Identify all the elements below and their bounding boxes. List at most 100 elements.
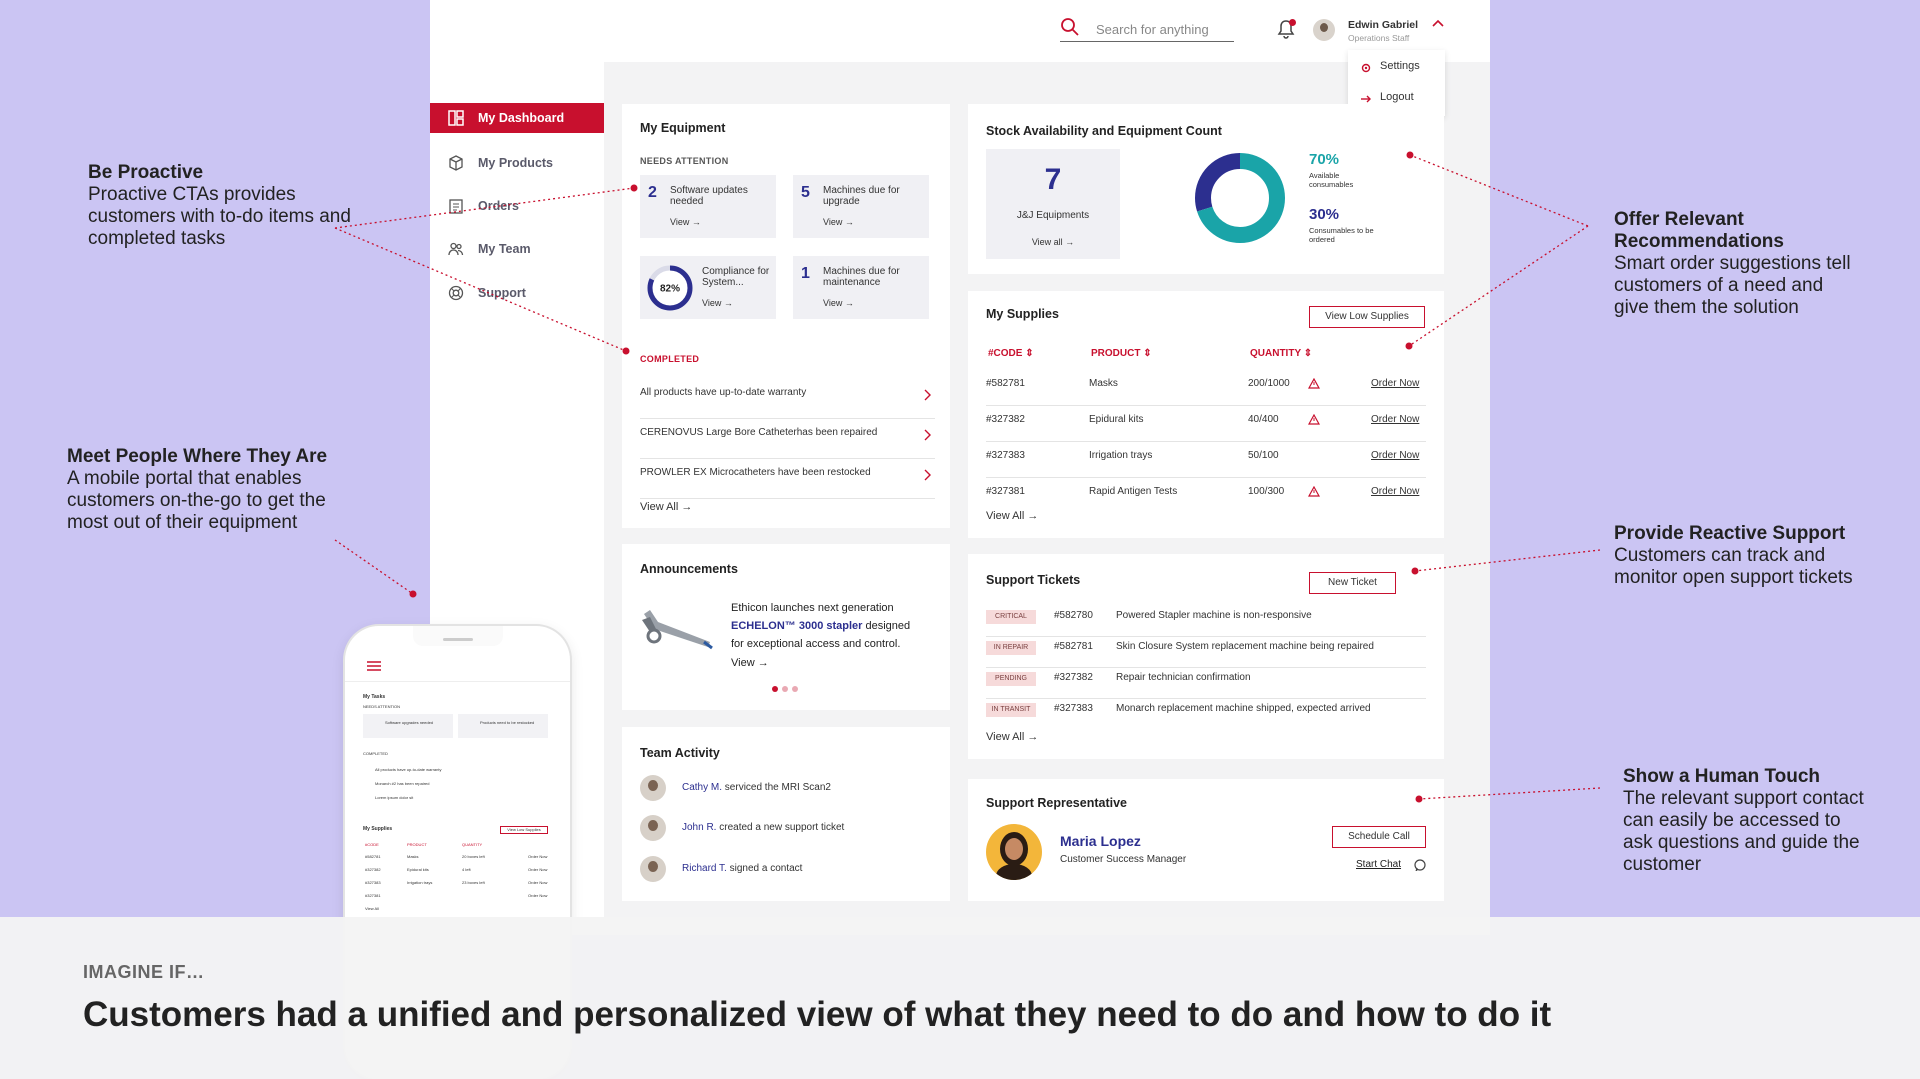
status-badge: IN TRANSIT [986,703,1036,717]
view-link[interactable]: View → [823,298,854,308]
mobile-view-low-supplies-button[interactable]: View Low Supplies [500,826,548,834]
carousel-dots[interactable] [772,686,802,693]
search-input[interactable]: Search for anything [1060,16,1234,42]
task-tile[interactable]: 1 Machines due for maintenance View → [793,256,929,319]
search-placeholder: Search for anything [1096,22,1209,37]
new-ticket-button[interactable]: New Ticket [1309,572,1396,594]
view-all-link[interactable]: View All → [986,510,1039,522]
chevron-up-icon[interactable] [1432,19,1444,27]
view-link[interactable]: View → [731,657,769,669]
task-tile[interactable]: 2 Software updates needed View → [640,175,776,238]
available-percent: 70% [1309,151,1340,168]
search-icon [1061,18,1079,36]
view-all-link[interactable]: View All → [986,731,1039,743]
mobile-task-tile[interactable]: Software upgrades needed [363,714,453,738]
mobile-section-label: NEEDS ATTENTION [363,704,401,709]
note-body: Smart order suggestions tell customers o… [1614,253,1851,318]
sort-quantity-header[interactable]: QUANTITY ⇕ [1250,348,1313,359]
stapler-image [642,610,713,650]
sort-product-header[interactable]: PRODUCT ⇕ [1091,348,1152,359]
table-row: #582781 Masks 200/1000 Order Now [986,370,1426,406]
mobile-task-tile[interactable]: Products need to be restocked [458,714,548,738]
sidebar-item-label: My Dashboard [478,111,565,125]
box-icon [449,155,463,171]
mobile-order-now[interactable]: Order Now [528,893,548,898]
team-icon [448,242,464,256]
rep-role: Customer Success Manager [1060,854,1187,865]
mobile-completed-item[interactable]: Monarch #2 has been repaired [375,781,430,786]
ticket-row[interactable]: PENDING #327382 Repair technician confirma… [986,668,1426,699]
user-role: Operations Staff [1348,33,1410,43]
bell-icon[interactable] [1277,19,1296,39]
equipment-count-label: J&J Equipments [1016,210,1090,221]
compliance-tile[interactable]: 82% Compliance for System... View → [640,256,776,319]
sidebar-item-dashboard[interactable]: My Dashboard [430,103,604,133]
completed-item[interactable]: PROWLER EX Microcatheters have been rest… [640,459,935,499]
mobile-tasks-title: My Tasks [363,694,386,700]
task-text: Machines due for upgrade [823,185,900,207]
note-mobile: Meet People Where They Are A mobile porta… [67,446,357,534]
product-link: ECHELON™ 3000 stapler [731,620,863,632]
equipment-count: 7 [1044,163,1062,196]
note-title: Show a Human Touch [1623,766,1821,787]
order-now-link[interactable]: Order Now [1371,414,1420,425]
view-link[interactable]: View → [702,298,733,308]
view-all-link[interactable]: View All → [640,501,693,513]
completed-item[interactable]: All products have up-to-date warranty [640,379,935,419]
chat-icon[interactable] [1414,859,1426,871]
avatar[interactable] [1313,19,1335,41]
view-all-link[interactable]: View all → [1031,237,1075,247]
order-now-link[interactable]: Order Now [1371,486,1420,497]
sidebar-item-team[interactable]: My Team [430,234,604,264]
mobile-completed-item[interactable]: All products have up-to-date warranty [375,767,442,772]
warning-icon [1308,378,1320,389]
order-now-link[interactable]: Order Now [1371,378,1420,389]
logout-label: Logout [1380,91,1414,103]
status-badge: CRITICAL [986,610,1036,624]
view-link[interactable]: View → [823,217,854,227]
announcements-card: Announcements Ethicon launches next gene… [622,544,950,710]
avatar [640,775,666,801]
note-proactive: Be Proactive Proactive CTAs provides cust… [88,162,358,250]
sidebar-item-orders[interactable]: Orders [430,191,604,221]
support-tickets-card: Support Tickets New Ticket CRITICAL #5827… [968,554,1444,759]
ticket-row[interactable]: CRITICAL #582780 Powered Stapler machine i… [986,606,1426,637]
chevron-right-icon [924,469,931,481]
mobile-view-all[interactable]: View All [365,906,379,911]
hamburger-icon[interactable] [367,661,381,671]
start-chat-link[interactable]: Start Chat [1356,859,1402,870]
sidebar-item-support[interactable]: Support [430,278,604,308]
order-now-link[interactable]: Order Now [1371,450,1420,461]
view-low-supplies-button[interactable]: View Low Supplies [1309,306,1425,328]
task-tile[interactable]: 5 Machines due for upgrade View → [793,175,929,238]
compliance-ring: 82% [647,265,693,311]
sidebar-item-label: Orders [478,199,519,213]
view-link[interactable]: View → [670,217,701,227]
mobile-order-now[interactable]: Order Now [528,867,548,872]
stock-donut [1195,153,1285,243]
gear-icon [1361,63,1371,73]
card-title: My Supplies [986,307,1059,321]
schedule-call-button[interactable]: Schedule Call [1332,826,1426,848]
table-row: #327381 Rapid Antigen Tests 100/300 Order … [986,486,1420,497]
mobile-order-now[interactable]: Order Now [528,854,548,859]
mobile-order-now[interactable]: Order Now [528,880,548,885]
mobile-completed-item[interactable]: Lorem ipsum dolor sit [375,795,414,800]
task-text: Software updates needed [670,185,748,207]
sidebar-item-products[interactable]: My Products [430,148,604,178]
sort-code-header[interactable]: #CODE ⇕ [988,348,1034,359]
supplies-card: My Supplies View Low Supplies #CODE ⇕ PR… [968,291,1444,538]
rep-name: Maria Lopez [1060,833,1141,849]
note-body: Proactive CTAs provides customers with t… [88,184,351,249]
ticket-row[interactable]: IN TRANSIT #327383 Monarch replacement mac… [986,699,1426,730]
mobile-header: PRODUCT [407,842,427,847]
mobile-header: QUANTITY [462,842,483,847]
mobile-cell: Epidural kits [407,867,429,872]
clipboard-icon [449,199,463,214]
mobile-supplies-title: My Supplies [363,826,393,832]
ticket-row[interactable]: IN REPAIR #582781 Skin Closure System repl… [986,637,1426,668]
completed-item[interactable]: CERENOVUS Large Bore Catheterhas been re… [640,419,935,459]
support-rep-card: Support Representative Maria Lopez Custo… [968,779,1444,901]
team-activity-card: Team Activity Cathy M. serviced the MRI … [622,727,950,901]
